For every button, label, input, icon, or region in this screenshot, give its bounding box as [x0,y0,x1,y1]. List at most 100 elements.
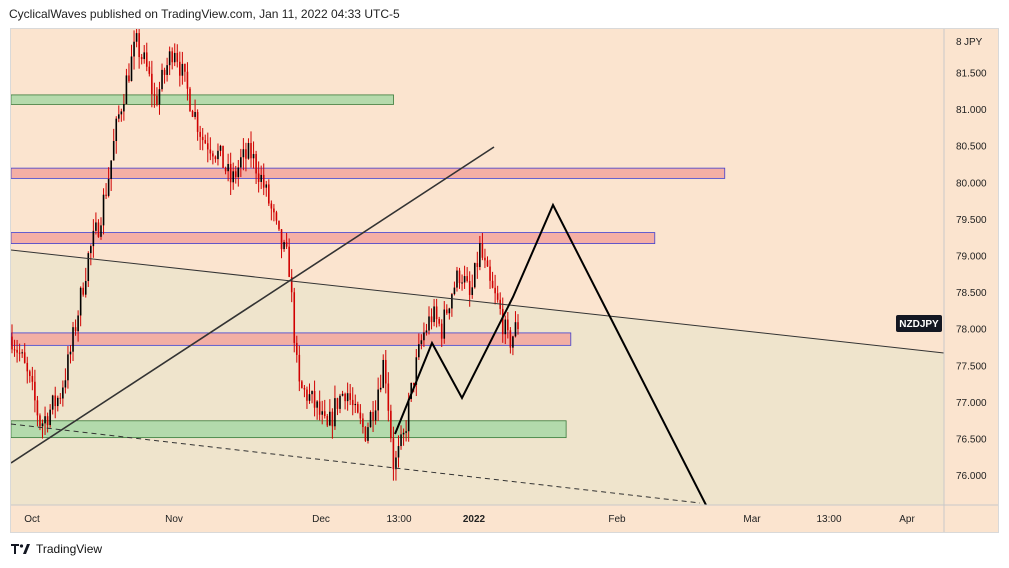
candle-body [402,432,405,435]
candle-body [242,149,245,158]
candle-body [140,57,143,60]
candle-body [46,416,49,426]
candle-body [44,416,46,424]
candle-body [395,457,397,470]
price-tick-label: 80.500 [956,142,987,153]
candle-body [28,371,31,376]
candle-body [275,212,278,221]
candle-body [171,51,173,63]
symbol-badge: NZDJPY [896,315,942,332]
candle-body [367,427,369,441]
demand-zone-0 [11,94,394,105]
price-tick-label: 80.000 [956,178,987,189]
candle-body [54,395,57,407]
candle-body [79,287,82,316]
candle-body [181,63,184,76]
candle-body [222,145,224,168]
candle-body [16,349,18,353]
candle-body [41,423,44,427]
candle-body [186,71,189,89]
candle-body [369,411,372,428]
price-tick-label: 79.500 [956,215,987,226]
candle-body [364,427,367,441]
candle-body [153,94,156,96]
price-tick-label: 76.000 [956,471,987,482]
candle-body [387,383,390,411]
candle-body [438,319,440,324]
candle-body [397,446,400,458]
tradingview-logo-icon [11,544,30,554]
price-tick-label: 77.500 [956,361,987,372]
lower-range-shading [11,250,944,505]
candle-body [69,351,72,355]
candle-body [346,393,349,402]
candle-body [168,51,171,66]
price-tick-label: 79.000 [956,252,987,263]
candle-body [435,306,438,320]
candle-body [303,387,306,390]
candle-body [176,52,179,62]
candle-body [407,398,410,432]
price-tick-label: 81.500 [956,68,987,79]
candle-body [468,280,471,296]
candle-body [412,382,415,385]
candle-body [105,194,107,196]
ascending-trendline [11,146,495,464]
time-axis[interactable]: Oct Nov Dec 13:00 2022 Feb Mar 13:00 Apr [24,514,915,525]
candle-body [448,308,451,314]
candle-body [31,375,34,382]
candle-body [18,352,21,354]
candle-body [481,243,484,258]
candle-body [64,380,67,388]
drawings-layer [11,146,944,505]
price-tick-label: 76.500 [956,435,987,446]
candle-body [26,362,29,372]
candle-body [120,111,123,115]
candle-body [479,243,481,268]
candle-body [82,287,84,295]
candle-body [191,110,194,117]
candle-body [341,393,344,396]
candle-body [72,327,74,352]
candle-body [308,394,311,401]
descending-support-dashed-line [11,423,701,504]
publish-header: CyclicalWaves published on TradingView.c… [9,7,400,21]
candle-body [151,73,153,95]
candle-body [250,143,252,159]
candle-body [473,263,476,288]
time-tick-label: Apr [899,514,915,525]
brand-name: TradingView [36,542,103,556]
candle-body [491,280,494,288]
candle-body [285,242,288,247]
candle-body [262,174,265,188]
candle-body [336,398,339,409]
candle-body [206,143,209,150]
candle-body [232,171,235,183]
price-tick-label-partial: 8 [956,37,962,48]
candle-body [344,393,346,402]
candle-body [390,410,392,439]
candle-body [51,395,54,410]
candle-body [125,75,128,105]
candle-body [357,403,359,413]
candle-body [321,411,324,415]
candle-body [11,336,13,350]
time-tick-label: 13:00 [386,514,411,525]
candle-body [23,352,26,363]
candle-body [280,229,283,250]
wave-projection-path [394,202,707,505]
candle-body [486,260,489,267]
candle-body [257,173,260,182]
candle-body [509,330,512,348]
candle-body [229,163,232,183]
price-tick-label: 78.000 [956,325,987,336]
candle-body [97,222,100,237]
candle-body [334,398,336,427]
candle-body [107,178,110,196]
candle-body [270,203,273,209]
price-axis[interactable]: 76.000 76.500 77.000 77.500 78.000 78.500 79.0… [956,37,987,482]
candle-body [62,387,64,399]
candle-body [92,230,95,247]
candle-body [77,315,79,332]
